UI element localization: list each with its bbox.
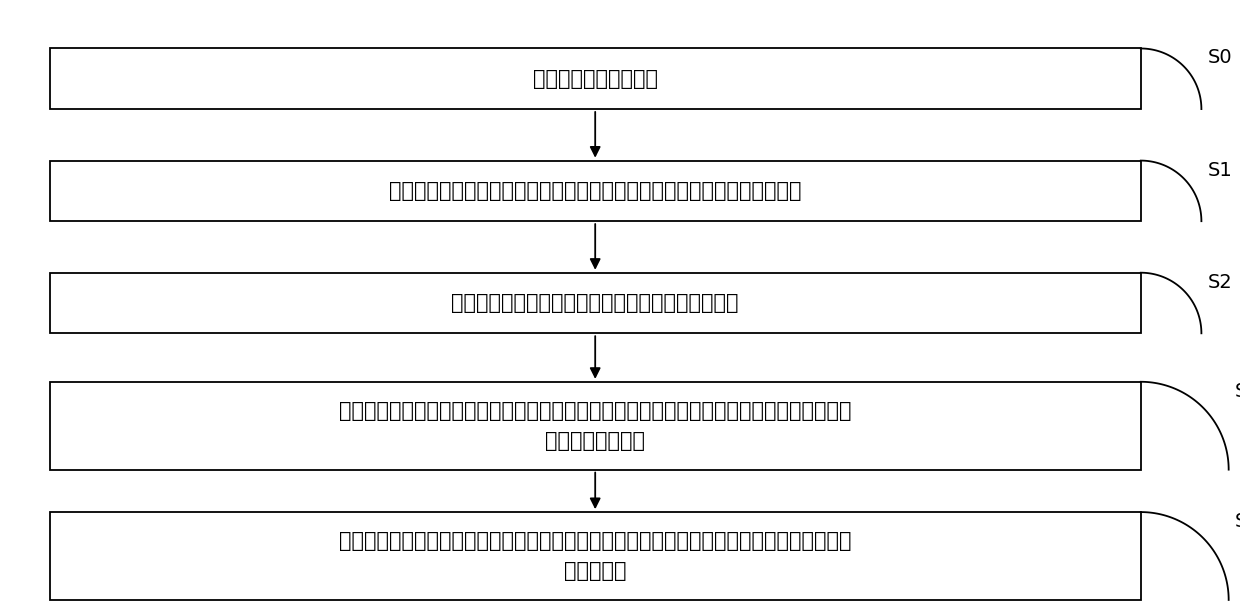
Text: 设定机器人的各项参数: 设定机器人的各项参数 bbox=[533, 68, 657, 89]
Text: 获取机器人各关节的位置数据、速度数据和力矩数据: 获取机器人各关节的位置数据、速度数据和力矩数据 bbox=[451, 293, 739, 313]
Text: S4: S4 bbox=[1235, 512, 1240, 531]
Text: S2: S2 bbox=[1208, 273, 1233, 291]
Text: S0: S0 bbox=[1208, 48, 1233, 67]
FancyBboxPatch shape bbox=[50, 382, 1141, 470]
FancyBboxPatch shape bbox=[50, 48, 1141, 109]
Text: 根据机器人动力学方程、机器人各关节的位置数据、速度数据和力矩数据，预测碰撞外力、力
作用点及碰撞类型: 根据机器人动力学方程、机器人各关节的位置数据、速度数据和力矩数据，预测碰撞外力、… bbox=[339, 401, 852, 450]
Text: S1: S1 bbox=[1208, 161, 1233, 179]
Text: 根据预测的碰撞外力、力作用点及碰撞类型，获得对应的策略，并调整机器人的运动模式，以
消除碰撞力: 根据预测的碰撞外力、力作用点及碰撞类型，获得对应的策略，并调整机器人的运动模式，… bbox=[339, 531, 852, 581]
Text: 根据机器人的特性，对机器人进行动力学建模和系统辨识，求解动力学方程: 根据机器人的特性，对机器人进行动力学建模和系统辨识，求解动力学方程 bbox=[389, 181, 801, 201]
FancyBboxPatch shape bbox=[50, 161, 1141, 221]
Text: S3: S3 bbox=[1235, 382, 1240, 401]
FancyBboxPatch shape bbox=[50, 512, 1141, 600]
FancyBboxPatch shape bbox=[50, 273, 1141, 333]
